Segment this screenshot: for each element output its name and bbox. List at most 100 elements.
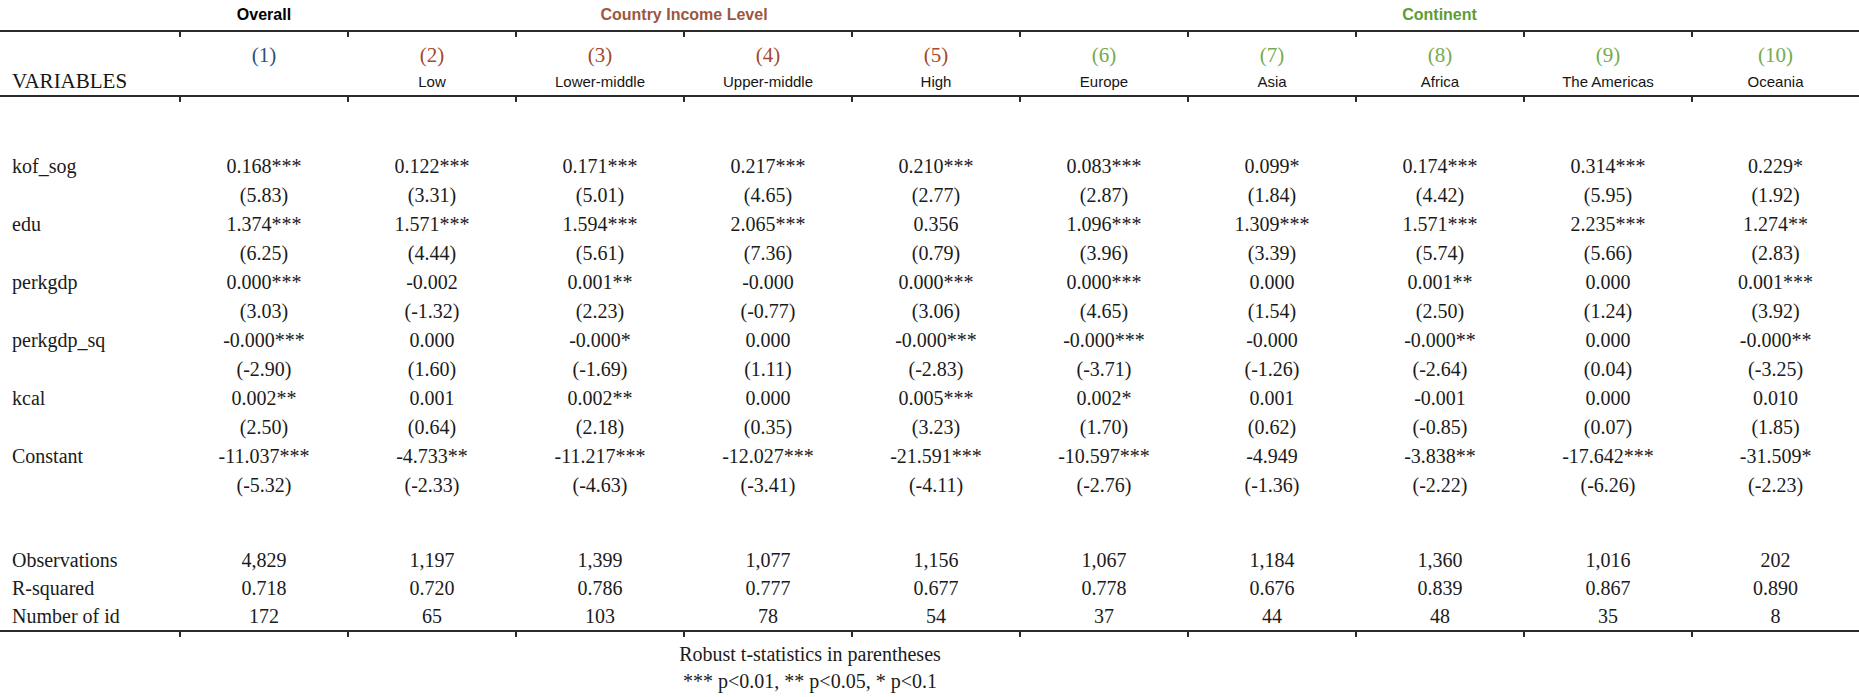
coefficient-cell: 0.229* bbox=[1692, 152, 1859, 181]
coefficient-cell: 0.000 bbox=[1524, 384, 1692, 413]
rule-tick bbox=[348, 631, 516, 637]
stat-cell: 48 bbox=[1356, 602, 1524, 631]
group-continent-label: Continent bbox=[1402, 6, 1477, 23]
variables-header: VARIABLES bbox=[0, 68, 180, 96]
stat-cell: 1,156 bbox=[852, 546, 1020, 574]
coefficient-cell: -0.000 bbox=[1188, 326, 1356, 355]
coefficient-cell: -0.000*** bbox=[852, 326, 1020, 355]
tstat-cell: (2.50) bbox=[180, 413, 348, 442]
stat-label: R-squared bbox=[0, 574, 180, 602]
rule-tick bbox=[1356, 631, 1524, 637]
coefficient-cell: 0.000*** bbox=[1020, 268, 1188, 297]
tstat-cell: (2.23) bbox=[516, 297, 684, 326]
empty-label-cell bbox=[0, 471, 180, 500]
column-name bbox=[180, 68, 348, 96]
tstat-cell: (1.85) bbox=[1692, 413, 1859, 442]
tstat-cell: (-3.41) bbox=[684, 471, 852, 500]
coefficient-cell: 0.314*** bbox=[1524, 152, 1692, 181]
variable-label: kof_sog bbox=[0, 152, 180, 181]
rule-tick bbox=[1524, 631, 1692, 637]
coefficient-row: kcal0.002**0.0010.002**0.0000.005***0.00… bbox=[0, 384, 1859, 413]
coefficient-cell: 0.217*** bbox=[684, 152, 852, 181]
coefficient-cell: -31.509* bbox=[1692, 442, 1859, 471]
coefficient-cell: -3.838** bbox=[1356, 442, 1524, 471]
column-number: (2) bbox=[348, 37, 516, 68]
column-name: Asia bbox=[1188, 68, 1356, 96]
coefficient-cell: 0.210*** bbox=[852, 152, 1020, 181]
tstat-cell: (4.65) bbox=[684, 181, 852, 210]
empty-label-cell bbox=[0, 355, 180, 384]
column-name-row: VARIABLES Low Lower-middle Upper-middle … bbox=[0, 68, 1859, 96]
stat-cell: 202 bbox=[1692, 546, 1859, 574]
stat-cell: 172 bbox=[180, 602, 348, 631]
column-name: Oceania bbox=[1692, 68, 1859, 96]
note-tstatistics: Robust t-statistics in parentheses bbox=[0, 641, 1620, 668]
stat-cell: 0.867 bbox=[1524, 574, 1692, 602]
column-number: (1) bbox=[180, 37, 348, 68]
stat-cell: 0.720 bbox=[348, 574, 516, 602]
rule-tick bbox=[852, 631, 1020, 637]
group-header-row: Overall Country Income Level Continent bbox=[0, 0, 1859, 31]
coefficient-cell: 0.002** bbox=[180, 384, 348, 413]
tstat-cell: (0.04) bbox=[1524, 355, 1692, 384]
stat-cell: 0.778 bbox=[1020, 574, 1188, 602]
spacer-cell bbox=[0, 102, 1859, 152]
tstat-cell: (2.18) bbox=[516, 413, 684, 442]
stat-cell: 44 bbox=[1188, 602, 1356, 631]
tstat-cell: (0.79) bbox=[852, 239, 1020, 268]
coefficient-cell: 0.002** bbox=[516, 384, 684, 413]
tstat-cell: (2.87) bbox=[1020, 181, 1188, 210]
tstat-cell: (-1.36) bbox=[1188, 471, 1356, 500]
coefficient-cell: -4.949 bbox=[1188, 442, 1356, 471]
column-name: High bbox=[852, 68, 1020, 96]
tstat-cell: (-3.25) bbox=[1692, 355, 1859, 384]
coefficient-cell: -0.000*** bbox=[1020, 326, 1188, 355]
tstat-cell: (3.92) bbox=[1692, 297, 1859, 326]
coefficient-cell: 0.099* bbox=[1188, 152, 1356, 181]
coefficient-cell: 1.594*** bbox=[516, 210, 684, 239]
coefficient-cell: 0.000 bbox=[1524, 268, 1692, 297]
tstat-cell: (0.64) bbox=[348, 413, 516, 442]
coefficient-cell: 0.010 bbox=[1692, 384, 1859, 413]
coefficient-cell: -12.027*** bbox=[684, 442, 852, 471]
coefficient-row: edu1.374***1.571***1.594***2.065***0.356… bbox=[0, 210, 1859, 239]
group-income-label: Country Income Level bbox=[600, 6, 767, 23]
coefficient-cell: -0.000** bbox=[1692, 326, 1859, 355]
tstat-cell: (-2.64) bbox=[1356, 355, 1524, 384]
coefficient-row: kof_sog0.168***0.122***0.171***0.217***0… bbox=[0, 152, 1859, 181]
rule-segment bbox=[0, 631, 180, 637]
rule-tick bbox=[516, 631, 684, 637]
tstat-cell: (2.83) bbox=[1692, 239, 1859, 268]
coefficient-cell: -0.000 bbox=[684, 268, 852, 297]
tstat-cell: (5.95) bbox=[1524, 181, 1692, 210]
tstat-row: (-2.90)(1.60)(-1.69)(1.11)(-2.83)(-3.71)… bbox=[0, 355, 1859, 384]
coefficient-cell: -4.733** bbox=[348, 442, 516, 471]
coefficient-cell: 0.122*** bbox=[348, 152, 516, 181]
coefficient-row: perkgdp_sq-0.000***0.000-0.000*0.000-0.0… bbox=[0, 326, 1859, 355]
column-name: Africa bbox=[1356, 68, 1524, 96]
tstat-cell: (1.60) bbox=[348, 355, 516, 384]
stat-cell: 35 bbox=[1524, 602, 1692, 631]
empty-label-cell bbox=[0, 239, 180, 268]
stat-cell: 54 bbox=[852, 602, 1020, 631]
tstat-cell: (-5.32) bbox=[180, 471, 348, 500]
coefficient-cell: 0.174*** bbox=[1356, 152, 1524, 181]
tstat-row: (2.50)(0.64)(2.18)(0.35)(3.23)(1.70)(0.6… bbox=[0, 413, 1859, 442]
tstat-cell: (5.66) bbox=[1524, 239, 1692, 268]
group-continent: Continent bbox=[1020, 0, 1859, 31]
empty-label-cell bbox=[0, 181, 180, 210]
column-number: (7) bbox=[1188, 37, 1356, 68]
spacer-row bbox=[0, 102, 1859, 152]
tstat-cell: (4.44) bbox=[348, 239, 516, 268]
tstat-cell: (-4.63) bbox=[516, 471, 684, 500]
tstat-cell: (7.36) bbox=[684, 239, 852, 268]
coefficient-cell: 1.274** bbox=[1692, 210, 1859, 239]
coefficient-cell: 0.001*** bbox=[1692, 268, 1859, 297]
coefficient-cell: 1.374*** bbox=[180, 210, 348, 239]
coefficient-cell: 0.001** bbox=[1356, 268, 1524, 297]
stat-cell: 103 bbox=[516, 602, 684, 631]
column-name: Upper-middle bbox=[684, 68, 852, 96]
tstat-cell: (0.07) bbox=[1524, 413, 1692, 442]
coefficient-cell: 0.002* bbox=[1020, 384, 1188, 413]
tstat-cell: (1.24) bbox=[1524, 297, 1692, 326]
